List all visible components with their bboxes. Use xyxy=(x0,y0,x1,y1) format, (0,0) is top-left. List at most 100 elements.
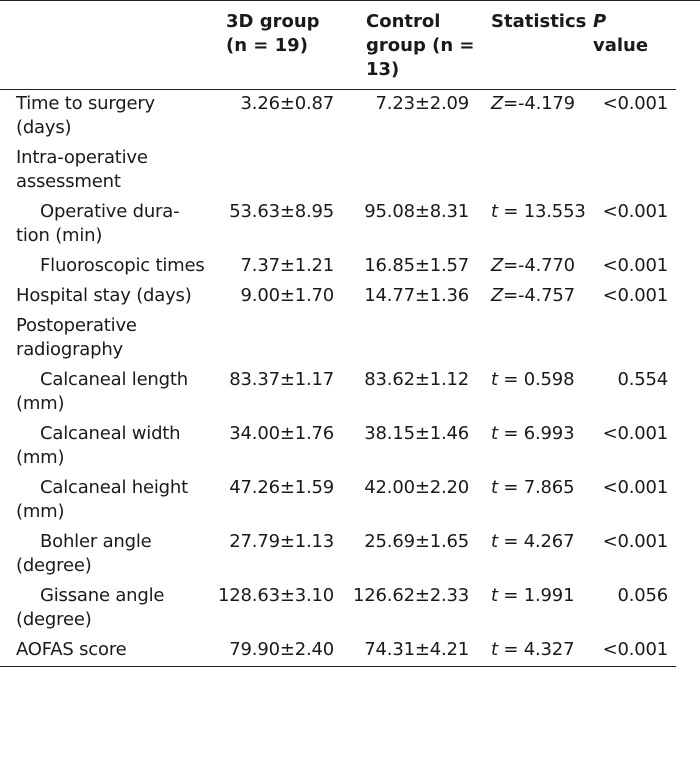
cell-p-value: 0.056 xyxy=(617,585,668,606)
row-label: AOFAS score xyxy=(0,636,210,667)
cell-statistics: t = 4.267 xyxy=(479,528,589,582)
cell-p-value: <0.001 xyxy=(602,477,669,498)
stat-value: = 13.553 xyxy=(497,201,586,222)
header-control-group: Control group (n = 13) xyxy=(344,6,479,90)
cell-p-value: <0.001 xyxy=(602,639,669,660)
cell-statistics: Z=-4.757 xyxy=(479,282,589,312)
header-label-col xyxy=(0,6,210,90)
cell-statistics: Z=-4.770 xyxy=(479,252,589,282)
cell-p-value: <0.001 xyxy=(602,93,669,114)
cell-3d-group: 27.79±1.13 xyxy=(229,531,334,552)
row-label: Calcaneal length (mm) xyxy=(0,366,210,420)
header-p-italic: P xyxy=(593,11,607,32)
cell-3d-group: 34.00±1.76 xyxy=(229,423,334,444)
header-3d-group: 3D group (n = 19) xyxy=(210,6,344,90)
cell-p-value: <0.001 xyxy=(602,285,669,306)
table-row: Gissane angle (degree) 128.63±3.10 126.62±… xyxy=(0,582,676,636)
stat-symbol: Z xyxy=(491,93,504,114)
cell-statistics: t = 6.993 xyxy=(479,420,589,474)
cell-statistics: Z=-4.179 xyxy=(479,90,589,145)
row-label-text: Postoperative radiography xyxy=(16,315,137,360)
cell-3d-group xyxy=(210,312,344,366)
row-label: Intra-operative assessment xyxy=(0,144,210,198)
row-label-text: Gissane angle (degree) xyxy=(16,585,165,630)
table-row: Calcaneal height (mm) 47.26±1.59 42.00±2.2… xyxy=(0,474,676,528)
row-label: Time to surgery (days) xyxy=(0,90,210,145)
stat-symbol: t xyxy=(491,585,498,606)
cell-statistics: t = 0.598 xyxy=(479,366,589,420)
row-label-text: Time to surgery (days) xyxy=(16,93,155,138)
stat-value: = 4.267 xyxy=(497,531,575,552)
row-label-text: Calcaneal width (mm) xyxy=(16,423,181,468)
cell-3d-group: 53.63±8.95 xyxy=(229,201,334,222)
comparison-table: 3D group (n = 19) Control group (n = 13)… xyxy=(0,6,676,667)
stat-symbol: Z xyxy=(491,255,504,276)
cell-control-group xyxy=(344,312,479,366)
cell-3d-group: 47.26±1.59 xyxy=(229,477,334,498)
stat-value: =-4.757 xyxy=(503,285,575,306)
cell-p-value xyxy=(589,144,676,198)
cell-statistics xyxy=(479,144,589,198)
cell-statistics: t = 1.991 xyxy=(479,582,589,636)
cell-p-value: <0.001 xyxy=(602,531,669,552)
cell-3d-group: 3.26±0.87 xyxy=(240,93,335,114)
row-label-text: Operative dura-tion (min) xyxy=(16,201,180,246)
row-label-text: Calcaneal length (mm) xyxy=(16,369,188,414)
table-top-rule xyxy=(0,0,700,1)
table-row: Intra-operative assessment xyxy=(0,144,676,198)
cell-control-group: 38.15±1.46 xyxy=(364,423,469,444)
header-control-group-text: Control group (n = 13) xyxy=(366,11,475,80)
table-row: Fluoroscopic times 7.37±1.21 16.85±1.57 Z=-… xyxy=(0,252,676,282)
cell-control-group: 83.62±1.12 xyxy=(364,369,469,390)
table-header: 3D group (n = 19) Control group (n = 13)… xyxy=(0,6,676,90)
stat-value: = 6.993 xyxy=(497,423,575,444)
row-label-text: Intra-operative assessment xyxy=(16,147,148,192)
row-label-text: Calcaneal height (mm) xyxy=(16,477,188,522)
cell-control-group: 74.31±4.21 xyxy=(364,639,469,660)
row-label: Gissane angle (degree) xyxy=(0,582,210,636)
cell-control-group xyxy=(344,144,479,198)
cell-control-group: 42.00±2.20 xyxy=(364,477,469,498)
cell-3d-group: 83.37±1.17 xyxy=(229,369,334,390)
stat-symbol: t xyxy=(491,423,498,444)
header-p-rest: value xyxy=(593,35,649,56)
table-row: Calcaneal length (mm) 83.37±1.17 83.62±1.1… xyxy=(0,366,676,420)
cell-p-value: <0.001 xyxy=(602,423,669,444)
cell-control-group: 7.23±2.09 xyxy=(375,93,470,114)
cell-p-value xyxy=(589,312,676,366)
table-row: Postoperative radiography xyxy=(0,312,676,366)
cell-3d-group: 79.90±2.40 xyxy=(229,639,334,660)
cell-control-group: 14.77±1.36 xyxy=(364,285,469,306)
row-label: Calcaneal width (mm) xyxy=(0,420,210,474)
row-label-text: Fluoroscopic times xyxy=(40,255,205,276)
stat-value: = 0.598 xyxy=(497,369,575,390)
table-row: Operative dura-tion (min) 53.63±8.95 95.08… xyxy=(0,198,676,252)
row-label: Bohler angle (degree) xyxy=(0,528,210,582)
table-body: Time to surgery (days) 3.26±0.87 7.23±2.09… xyxy=(0,90,676,667)
stat-value: = 7.865 xyxy=(497,477,575,498)
cell-3d-group: 9.00±1.70 xyxy=(240,285,335,306)
row-label: Operative dura-tion (min) xyxy=(0,198,210,252)
cell-control-group: 126.62±2.33 xyxy=(353,585,469,606)
row-label-text: Hospital stay (days) xyxy=(16,285,192,306)
stat-value: = 1.991 xyxy=(497,585,575,606)
cell-statistics: t = 4.327 xyxy=(479,636,589,667)
header-3d-group-text: 3D group (n = 19) xyxy=(226,11,320,56)
table-row: AOFAS score 79.90±2.40 74.31±4.21 t = 4.327… xyxy=(0,636,676,667)
stat-symbol: t xyxy=(491,477,498,498)
cell-statistics: t = 13.553 xyxy=(479,198,589,252)
row-label-text: Bohler angle (degree) xyxy=(16,531,152,576)
cell-statistics xyxy=(479,312,589,366)
cell-control-group: 95.08±8.31 xyxy=(364,201,469,222)
table-row: Bohler angle (degree) 27.79±1.13 25.69±1.6… xyxy=(0,528,676,582)
table-row: Time to surgery (days) 3.26±0.87 7.23±2.09… xyxy=(0,90,676,145)
table-row: Hospital stay (days) 9.00±1.70 14.77±1.36 Z… xyxy=(0,282,676,312)
cell-3d-group: 7.37±1.21 xyxy=(240,255,335,276)
cell-3d-group xyxy=(210,144,344,198)
cell-3d-group: 128.63±3.10 xyxy=(218,585,334,606)
row-label: Fluoroscopic times xyxy=(0,252,210,282)
stat-symbol: t xyxy=(491,639,498,660)
row-label: Calcaneal height (mm) xyxy=(0,474,210,528)
stat-value: =-4.770 xyxy=(503,255,575,276)
